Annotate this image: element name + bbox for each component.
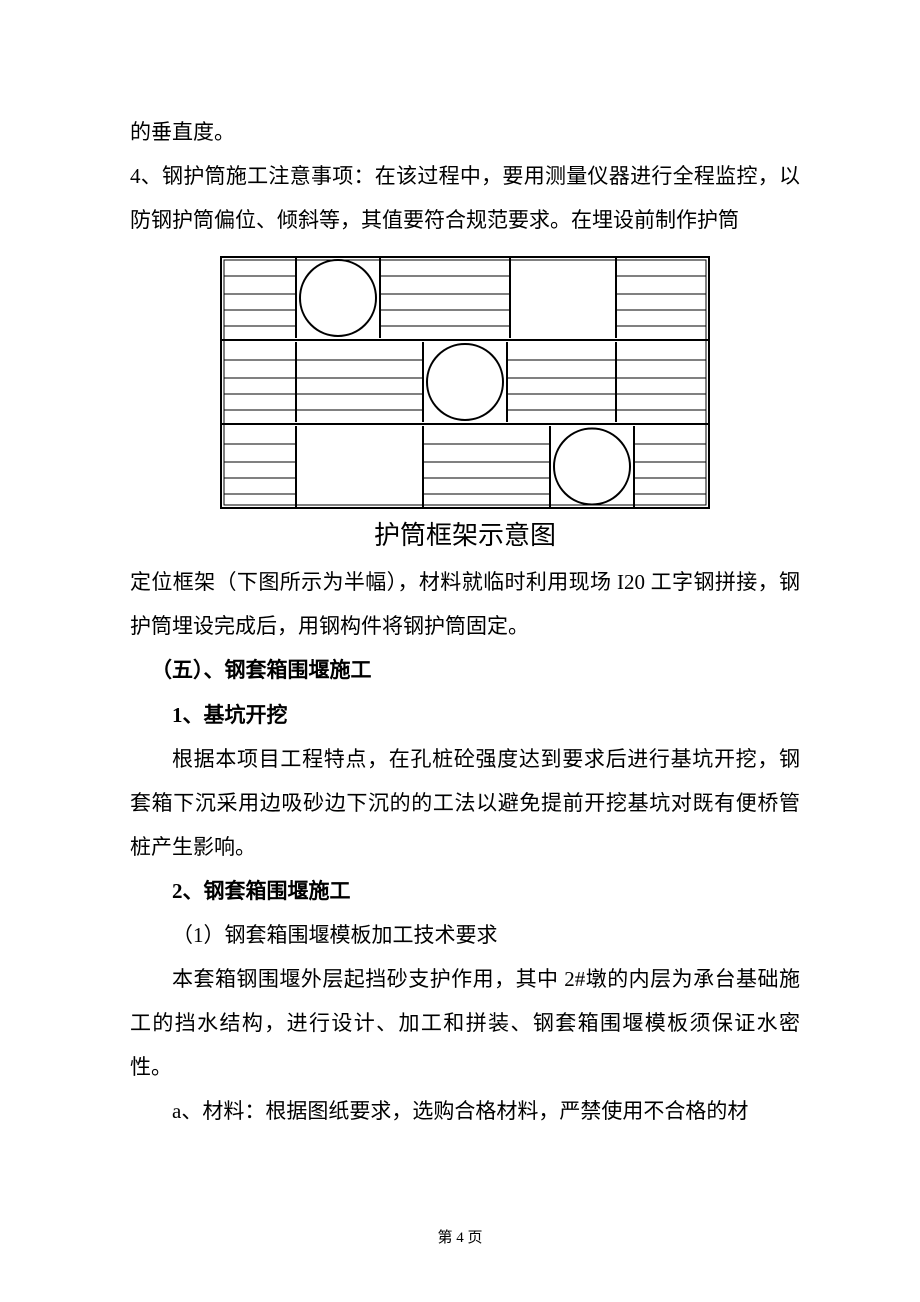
section-heading-5: （五）、钢套箱围堰施工 xyxy=(130,648,800,692)
paragraph: 定位框架（下图所示为半幅），材料就临时利用现场 I20 工字钢拼接，钢护筒埋设完… xyxy=(130,560,800,648)
page-footer: 第 4 页 xyxy=(0,1226,920,1247)
document-page: 的垂直度。 4、钢护筒施工注意事项：在该过程中，要用测量仪器进行全程监控，以防钢… xyxy=(0,0,920,1302)
paragraph: 本套箱钢围堰外层起挡砂支护作用，其中 2#墩的内层为承台基础施工的挡水结构，进行… xyxy=(130,957,800,1089)
paragraph: 根据本项目工程特点，在孔桩砼强度达到要求后进行基坑开挖，钢套箱下沉采用边吸砂边下… xyxy=(130,737,800,869)
casing-frame-diagram xyxy=(220,256,710,509)
diagram-caption: 护筒框架示意图 xyxy=(130,515,800,552)
diagram-container xyxy=(130,256,800,509)
paragraph: a、材料：根据图纸要求，选购合格材料，严禁使用不合格的材 xyxy=(130,1089,800,1133)
paragraph: 的垂直度。 xyxy=(130,110,800,154)
paragraph: （1）钢套箱围堰模板加工技术要求 xyxy=(130,913,800,957)
paragraph: 4、钢护筒施工注意事项：在该过程中，要用测量仪器进行全程监控，以防钢护筒偏位、倾… xyxy=(130,154,800,242)
subsection-heading-5-2: 2、钢套箱围堰施工 xyxy=(130,869,800,913)
subsection-heading-5-1: 1、基坑开挖 xyxy=(130,693,800,737)
